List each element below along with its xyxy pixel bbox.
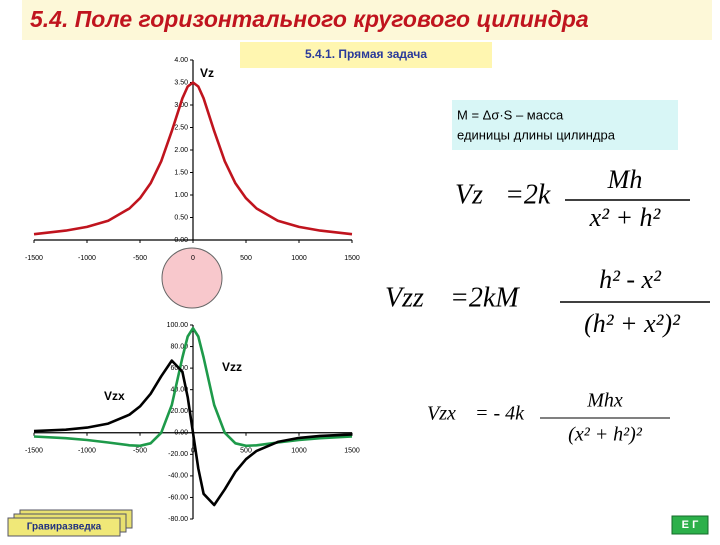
y-tick-label: 0.00 bbox=[174, 237, 188, 244]
formula-lhs: Vzx bbox=[427, 403, 456, 425]
formula-lhs: Vz bbox=[455, 179, 483, 210]
formula-den: (x² + h²)² bbox=[568, 424, 643, 446]
x-tick-label: -1000 bbox=[78, 448, 96, 455]
y-tick-label: -40.00 bbox=[168, 473, 188, 480]
y-tick-label: 1.00 bbox=[174, 192, 188, 199]
title-band bbox=[22, 0, 712, 40]
series-label: Vzx bbox=[104, 389, 125, 403]
x-tick-label: 1000 bbox=[291, 255, 307, 262]
y-tick-label: 0.50 bbox=[174, 214, 188, 221]
y-tick-label: 3.50 bbox=[174, 79, 188, 86]
y-tick-label: 2.00 bbox=[174, 147, 188, 154]
formula-den: x² + h² bbox=[589, 203, 662, 232]
formula-coef: =2k bbox=[505, 179, 551, 210]
x-tick-label: 1500 bbox=[344, 255, 360, 262]
formula-num: Mhx bbox=[586, 390, 623, 412]
x-tick-label: -500 bbox=[133, 448, 147, 455]
x-tick-label: 0 bbox=[191, 255, 195, 262]
formula-num: h² - x² bbox=[599, 265, 662, 294]
formula-num: Mh bbox=[607, 165, 643, 194]
x-tick-label: -1000 bbox=[78, 255, 96, 262]
nav-label[interactable]: Гравиразведка bbox=[27, 522, 102, 533]
series-line bbox=[33, 326, 353, 448]
y-tick-label: 0.00 bbox=[174, 430, 188, 437]
x-tick-label: 1500 bbox=[344, 448, 360, 455]
note-line: M = Δσ·S – масса bbox=[457, 107, 564, 122]
formula-coef: = - 4k bbox=[475, 403, 525, 425]
eg-label[interactable]: Е Г bbox=[682, 519, 699, 531]
formula-lhs: Vzz bbox=[385, 282, 424, 313]
y-tick-label: -20.00 bbox=[168, 451, 188, 458]
x-tick-label: -1500 bbox=[25, 255, 43, 262]
x-tick-label: 500 bbox=[240, 448, 252, 455]
cylinder bbox=[161, 247, 223, 309]
y-tick-label: 4.00 bbox=[174, 57, 188, 64]
subtitle: 5.4.1. Прямая задача bbox=[305, 47, 427, 61]
series-line bbox=[33, 359, 353, 507]
title: 5.4. Поле горизонтального кругового цили… bbox=[30, 6, 589, 32]
y-tick-label: 1.50 bbox=[174, 169, 188, 176]
y-tick-label: 80.00 bbox=[170, 343, 188, 350]
x-tick-label: -1500 bbox=[25, 448, 43, 455]
series-line bbox=[33, 81, 353, 236]
note-box bbox=[452, 100, 678, 150]
y-tick-label: 100.00 bbox=[167, 322, 189, 329]
formula-coef: =2kM bbox=[450, 282, 520, 313]
nav-button[interactable] bbox=[7, 517, 121, 537]
series-label: Vzz bbox=[222, 360, 242, 374]
x-tick-label: -500 bbox=[133, 255, 147, 262]
y-tick-label: -60.00 bbox=[168, 494, 188, 501]
y-tick-label: 20.00 bbox=[170, 408, 188, 415]
x-tick-label: 500 bbox=[240, 255, 252, 262]
note-line: единицы длины цилиндра bbox=[457, 127, 616, 142]
y-tick-label: -80.00 bbox=[168, 516, 188, 523]
y-tick-label: 40.00 bbox=[170, 387, 188, 394]
series-label: Vz bbox=[200, 66, 214, 80]
x-tick-label: 1000 bbox=[291, 448, 307, 455]
formula-den: (h² + x²)² bbox=[584, 309, 681, 338]
eg-button[interactable] bbox=[671, 515, 709, 535]
subtitle-box bbox=[240, 42, 492, 68]
x-tick-label: 0 bbox=[191, 448, 195, 455]
y-tick-label: 2.50 bbox=[174, 124, 188, 131]
